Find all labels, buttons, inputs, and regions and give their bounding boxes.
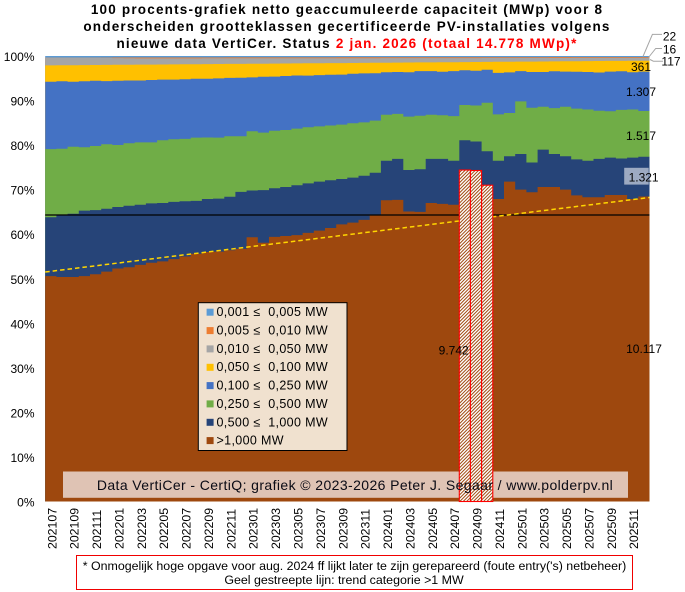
- svg-text:20%: 20%: [10, 406, 34, 420]
- svg-text:40%: 40%: [10, 317, 34, 331]
- svg-text:50%: 50%: [10, 273, 34, 287]
- svg-text:117: 117: [661, 55, 680, 69]
- svg-text:202201: 202201: [112, 508, 126, 549]
- svg-text:202511: 202511: [627, 509, 641, 549]
- svg-text:202107: 202107: [45, 508, 59, 549]
- svg-text:202507: 202507: [583, 508, 597, 549]
- svg-text:16: 16: [663, 43, 677, 57]
- svg-text:90%: 90%: [10, 95, 34, 109]
- svg-text:202409: 202409: [471, 508, 485, 549]
- svg-text:202301: 202301: [247, 508, 261, 549]
- svg-text:202303: 202303: [269, 508, 283, 549]
- svg-text:70%: 70%: [10, 184, 34, 198]
- svg-text:>1,000 MW: >1,000 MW: [217, 434, 284, 448]
- svg-text:202405: 202405: [426, 508, 440, 549]
- svg-text:30%: 30%: [10, 362, 34, 376]
- svg-text:1.517: 1.517: [626, 129, 656, 143]
- svg-text:1.307: 1.307: [626, 85, 656, 99]
- svg-text:202311: 202311: [359, 509, 373, 549]
- svg-text:202111: 202111: [90, 510, 104, 549]
- svg-text:Data VertiCer - CertiQ; grafie: Data VertiCer - CertiQ; grafiek © 2023-2…: [97, 477, 613, 493]
- svg-text:202503: 202503: [538, 508, 552, 549]
- svg-text:202505: 202505: [560, 508, 574, 549]
- svg-text:0%: 0%: [17, 496, 35, 510]
- svg-text:10.117: 10.117: [626, 342, 662, 356]
- svg-text:202407: 202407: [448, 508, 462, 549]
- svg-text:202109: 202109: [68, 508, 82, 549]
- svg-text:202305: 202305: [292, 508, 306, 549]
- svg-text:100%: 100%: [4, 50, 35, 64]
- svg-text:202205: 202205: [157, 508, 171, 549]
- svg-text:9.742: 9.742: [439, 344, 469, 358]
- svg-text:0,001 ≤ 0,005 MW: 0,001 ≤ 0,005 MW: [217, 305, 328, 319]
- svg-text:361: 361: [631, 60, 651, 74]
- svg-text:60%: 60%: [10, 228, 34, 242]
- svg-text:0,500 ≤ 1,000 MW: 0,500 ≤ 1,000 MW: [217, 415, 328, 429]
- svg-text:0,005 ≤ 0,010 MW: 0,005 ≤ 0,010 MW: [217, 324, 328, 338]
- svg-text:1.321: 1.321: [629, 171, 659, 185]
- svg-text:202307: 202307: [314, 508, 328, 549]
- svg-text:0,050 ≤ 0,100 MW: 0,050 ≤ 0,100 MW: [217, 360, 328, 374]
- svg-text:22: 22: [663, 30, 677, 44]
- svg-text:80%: 80%: [10, 139, 34, 153]
- svg-text:202411: 202411: [493, 509, 507, 549]
- svg-text:202207: 202207: [180, 508, 194, 549]
- svg-text:0,250 ≤ 0,500 MW: 0,250 ≤ 0,500 MW: [217, 397, 328, 411]
- svg-text:10%: 10%: [10, 451, 34, 465]
- svg-text:202203: 202203: [135, 508, 149, 549]
- svg-text:0,100 ≤ 0,250 MW: 0,100 ≤ 0,250 MW: [217, 379, 328, 393]
- svg-text:202501: 202501: [515, 508, 529, 549]
- svg-text:202403: 202403: [403, 508, 417, 549]
- svg-text:0,010 ≤ 0,050 MW: 0,010 ≤ 0,050 MW: [217, 342, 328, 356]
- svg-text:202401: 202401: [381, 508, 395, 549]
- svg-text:202509: 202509: [605, 508, 619, 549]
- svg-text:202209: 202209: [202, 508, 216, 549]
- svg-text:202309: 202309: [336, 508, 350, 549]
- svg-text:202211: 202211: [224, 509, 238, 549]
